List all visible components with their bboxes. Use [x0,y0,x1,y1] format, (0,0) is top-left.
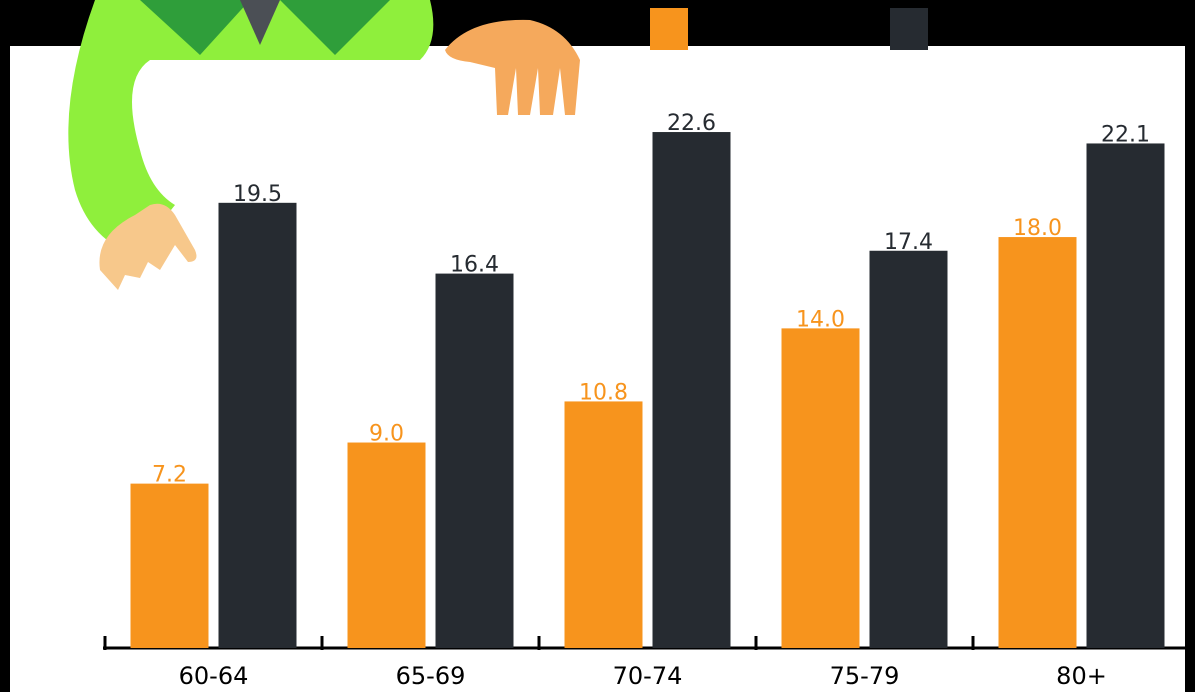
x-tick-label: 80+ [1056,662,1107,690]
x-tick-label: 75-79 [830,662,900,690]
lapel [140,0,250,55]
illustration [68,0,580,290]
data-label: 17.4 [884,230,933,255]
data-label: 9.0 [369,422,404,447]
x-tick-label: 65-69 [396,662,466,690]
data-label: 22.1 [1101,122,1150,147]
bar [652,132,731,649]
bar [435,273,514,648]
data-label: 22.6 [667,111,716,136]
bar [218,202,297,648]
hand [445,19,580,115]
bar [564,401,643,648]
data-label: 16.4 [450,253,499,278]
data-label: 18.0 [1013,216,1062,241]
bar [1086,143,1165,648]
data-label: 19.5 [233,182,282,207]
lapel [280,0,390,55]
bar [998,237,1077,648]
bar [347,442,426,648]
legend-swatch [650,8,688,50]
tie [240,0,280,45]
person-body [68,0,434,255]
bar [869,250,948,648]
data-label: 10.8 [579,380,628,405]
x-tick-label: 70-74 [613,662,683,690]
hand [99,203,197,290]
legend-swatch [890,8,928,50]
x-tick-label: 60-64 [179,662,249,690]
bar [781,328,860,648]
data-label: 7.2 [152,463,187,488]
data-label: 14.0 [796,307,845,332]
bar [130,483,209,648]
